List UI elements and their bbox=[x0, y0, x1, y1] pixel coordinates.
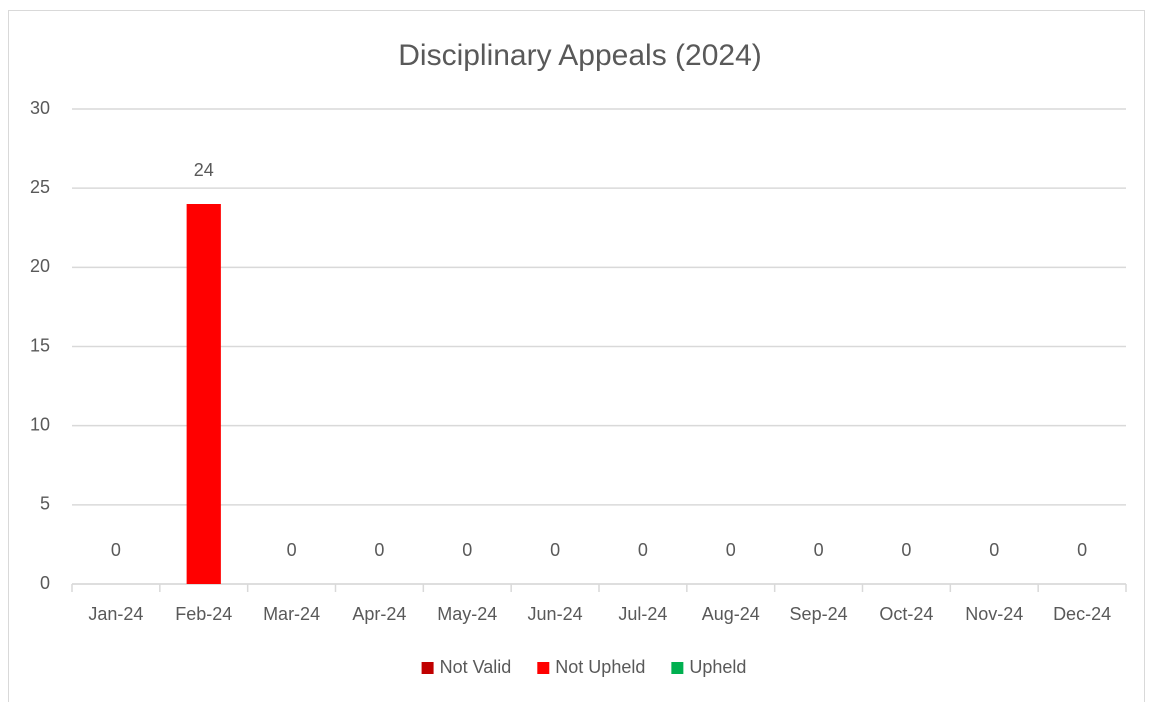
legend-label: Not Valid bbox=[440, 657, 512, 677]
x-tick-label: Apr-24 bbox=[352, 604, 406, 624]
y-tick-label: 10 bbox=[30, 414, 50, 434]
x-tick-label: Jan-24 bbox=[88, 604, 143, 624]
data-label: 0 bbox=[550, 540, 560, 560]
bar bbox=[186, 204, 221, 584]
x-tick-label: Dec-24 bbox=[1053, 604, 1111, 624]
y-tick-label: 25 bbox=[30, 177, 50, 197]
y-tick-label: 30 bbox=[30, 98, 50, 118]
x-tick-label: Jul-24 bbox=[618, 604, 667, 624]
data-label: 0 bbox=[1077, 540, 1087, 560]
data-label: 24 bbox=[194, 160, 214, 180]
y-tick-label: 15 bbox=[30, 335, 50, 355]
data-label: 0 bbox=[111, 540, 121, 560]
legend-label: Not Upheld bbox=[555, 657, 645, 677]
data-label: 0 bbox=[901, 540, 911, 560]
y-tick-label: 0 bbox=[40, 573, 50, 593]
x-tick-label: Jun-24 bbox=[528, 604, 583, 624]
data-label: 0 bbox=[726, 540, 736, 560]
data-label: 0 bbox=[287, 540, 297, 560]
data-label: 0 bbox=[374, 540, 384, 560]
x-tick-label: Nov-24 bbox=[965, 604, 1023, 624]
x-tick-label: May-24 bbox=[437, 604, 497, 624]
y-tick-label: 5 bbox=[40, 494, 50, 514]
x-tick-label: Oct-24 bbox=[879, 604, 933, 624]
data-label: 0 bbox=[638, 540, 648, 560]
legend-swatch bbox=[421, 662, 434, 674]
legend-label: Upheld bbox=[689, 657, 746, 677]
legend-swatch bbox=[537, 662, 550, 674]
x-tick-label: Feb-24 bbox=[175, 604, 232, 624]
legend-swatch bbox=[671, 662, 684, 674]
data-label: 0 bbox=[814, 540, 824, 560]
x-tick-label: Sep-24 bbox=[790, 604, 848, 624]
data-label: 0 bbox=[462, 540, 472, 560]
chart-title: Disciplinary Appeals (2024) bbox=[398, 39, 762, 72]
chart-border bbox=[8, 10, 1145, 702]
x-tick-label: Aug-24 bbox=[702, 604, 760, 624]
x-tick-label: Mar-24 bbox=[263, 604, 320, 624]
y-tick-label: 20 bbox=[30, 256, 50, 276]
data-label: 0 bbox=[989, 540, 999, 560]
